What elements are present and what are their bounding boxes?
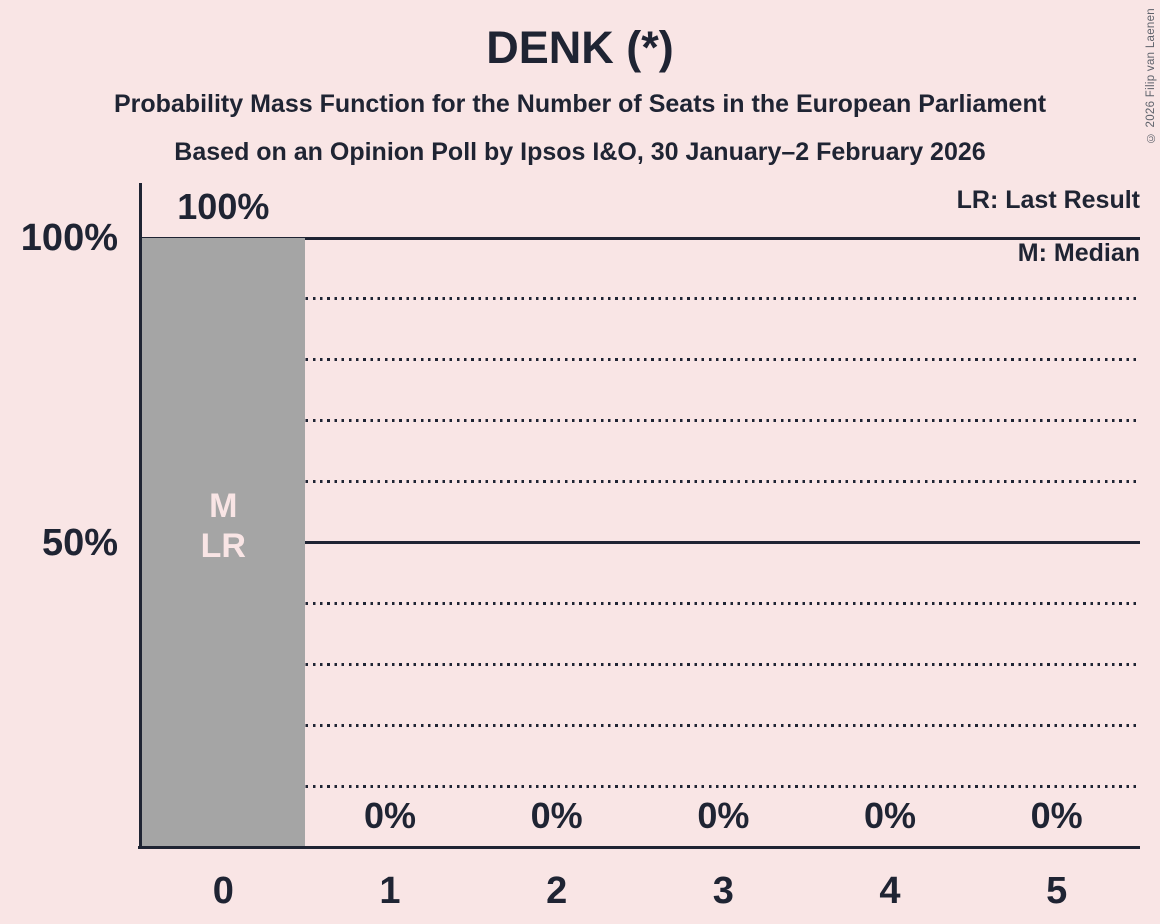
bar-annotation-median-last-result: M LR — [140, 486, 307, 566]
y-axis-label-50: 50% — [41, 521, 118, 564]
bar-value-label-4: 0% — [863, 795, 917, 836]
gridline-dotted-40 — [140, 601, 1140, 605]
bar-value-label-2: 0% — [530, 795, 583, 836]
chart-title: DENK (*) — [486, 22, 674, 73]
gridline-dotted-20 — [140, 723, 1140, 727]
x-axis-label-4: 4 — [879, 870, 901, 912]
x-axis-label-5: 5 — [1046, 870, 1068, 912]
y-axis-label-100: 100% — [20, 217, 118, 259]
bar-annotation-line-lr: LR — [200, 526, 246, 565]
gridline-dotted-80 — [140, 358, 1140, 362]
bar-value-label-5: 0% — [1030, 795, 1083, 836]
x-axis-label-1: 1 — [379, 870, 401, 912]
bar-annotation-line-m: M — [209, 486, 238, 525]
bar-value-label-1: 0% — [363, 795, 417, 836]
gridline-dotted-70 — [140, 419, 1140, 423]
chart-subtitle-line1: Probability Mass Function for the Number… — [113, 90, 1047, 118]
x-axis-label-0: 0 — [212, 870, 234, 912]
x-axis-label-2: 2 — [546, 870, 568, 912]
y-axis-line — [138, 183, 142, 849]
chart-subtitle-line2: Based on an Opinion Poll by Ipsos I&O, 3… — [174, 138, 986, 166]
gridline-solid-100 — [140, 236, 1140, 240]
x-axis-label-3: 3 — [712, 870, 734, 912]
legend-last-result: LR: Last Result — [956, 186, 1140, 214]
bar-value-label-0: 100% — [177, 186, 270, 227]
bar-seats-0 — [141, 238, 306, 847]
x-axis-line — [138, 845, 1140, 849]
gridline-dotted-30 — [140, 662, 1140, 666]
gridline-dotted-60 — [140, 480, 1140, 484]
legend-median: M: Median — [1017, 239, 1140, 267]
bar-value-label-3: 0% — [697, 795, 750, 836]
gridline-dotted-10 — [140, 784, 1140, 788]
gridline-dotted-90 — [140, 297, 1140, 301]
gridline-solid-50 — [140, 541, 1140, 544]
